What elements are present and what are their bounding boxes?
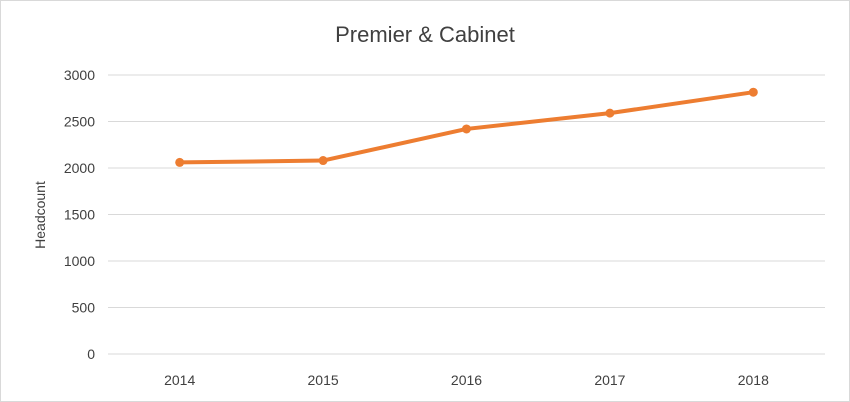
gridlines: [108, 74, 825, 355]
data-point: [748, 87, 758, 97]
data-point: [462, 124, 471, 134]
x-tick-label: 2018: [738, 372, 769, 388]
chart-title: Premier & Cabinet: [335, 22, 515, 47]
x-tick-label: 2014: [164, 372, 195, 388]
y-tick-label: 2500: [64, 114, 95, 130]
y-tick-label: 500: [72, 300, 96, 316]
x-tick-label: 2016: [451, 372, 482, 388]
x-tick-label: 2015: [308, 372, 339, 388]
y-tick-label: 2000: [64, 160, 95, 176]
y-tick-label: 1500: [64, 207, 95, 223]
x-tick-label: 2017: [594, 372, 625, 388]
y-axis-label: Headcount: [32, 181, 48, 249]
data-point: [318, 156, 328, 166]
y-tick-label: 1000: [64, 253, 95, 269]
y-tick-label: 3000: [64, 67, 95, 83]
data-point: [175, 157, 185, 167]
series-group: [175, 87, 758, 167]
x-tick-labels: 2014 2015 2016 2017 2018: [164, 372, 769, 388]
data-point: [605, 108, 615, 118]
y-tick-labels: 0 500 1000 1500 2000 2500 3000: [64, 67, 95, 362]
y-tick-label: 0: [87, 346, 95, 362]
